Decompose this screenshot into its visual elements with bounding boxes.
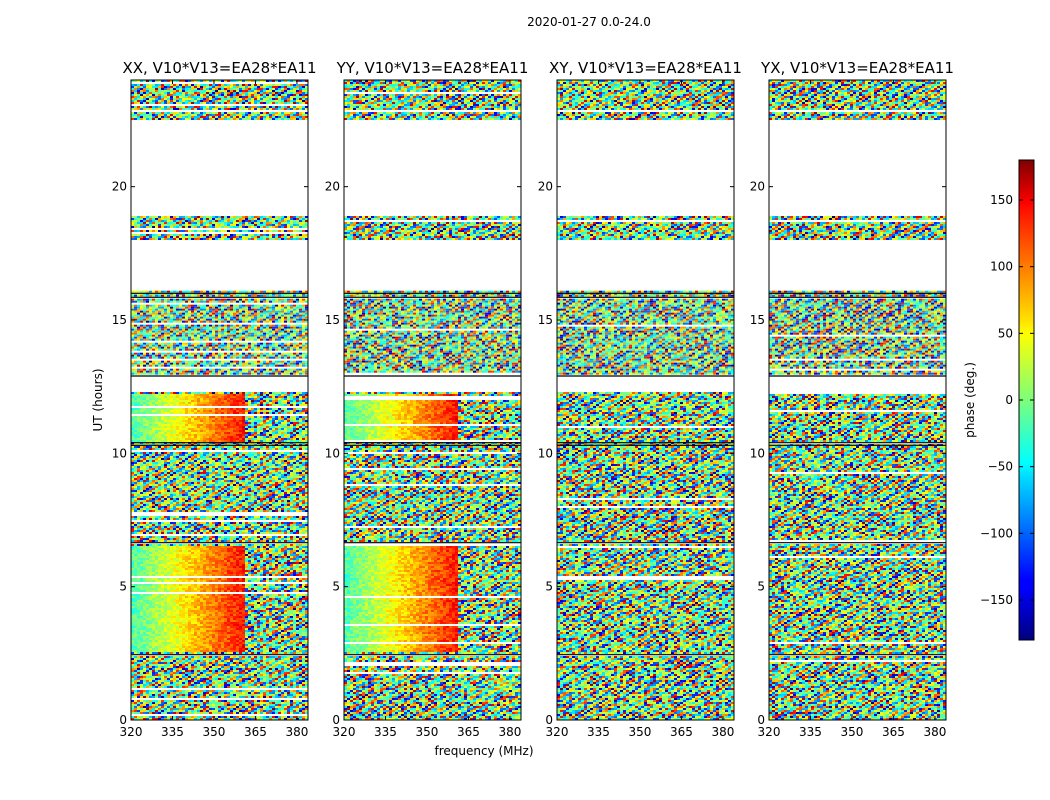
panel-title: YY, V10*V13=EA28*EA11 xyxy=(336,59,529,77)
y-tick-label: 0 xyxy=(545,713,553,727)
y-tick-label: 5 xyxy=(545,580,553,594)
heatmap-cells xyxy=(769,80,946,720)
panel-3: XY, V10*V13=EA28*EA11 320 335 350 365 380 0 5 10… xyxy=(538,59,742,739)
x-tick-label: 320 xyxy=(333,725,356,739)
heatmap-cells xyxy=(131,80,308,720)
heatmap-cells xyxy=(344,80,521,720)
y-tick-label: 5 xyxy=(757,580,765,594)
x-tick-label: 380 xyxy=(498,725,521,739)
x-tick-label: 335 xyxy=(799,725,822,739)
x-tick-label: 365 xyxy=(457,725,480,739)
panel-1: XX, V10*V13=EA28*EA11 320 335 350 365 380 0 5 10… xyxy=(112,59,317,739)
x-tick-label: 350 xyxy=(629,725,652,739)
colorbar-tick-label: 0 xyxy=(1005,393,1013,407)
x-tick-label: 320 xyxy=(758,725,781,739)
x-tick-label: 320 xyxy=(120,725,143,739)
y-tick-label: 15 xyxy=(750,313,765,327)
y-tick-label: 20 xyxy=(538,180,553,194)
y-tick-label: 15 xyxy=(112,313,127,327)
colorbar-tick-label: −100 xyxy=(980,526,1013,540)
y-tick-label: 15 xyxy=(325,313,340,327)
colorbar-tick-label: 150 xyxy=(990,193,1013,207)
panel-2: YY, V10*V13=EA28*EA11 320 335 350 365 380 0 5 10… xyxy=(325,59,529,739)
colorbar-tick-label: 50 xyxy=(998,326,1013,340)
y-tick-label: 20 xyxy=(112,180,127,194)
colorbar-label: phase (deg.) xyxy=(963,362,977,438)
x-tick-label: 350 xyxy=(203,725,226,739)
panel-frame xyxy=(556,79,735,721)
colorbar-tick-label: 100 xyxy=(990,260,1013,274)
x-tick-label: 365 xyxy=(670,725,693,739)
panel-frame xyxy=(343,79,522,721)
y-tick-label: 0 xyxy=(119,713,127,727)
x-tick-label: 365 xyxy=(244,725,267,739)
y-tick-label: 0 xyxy=(757,713,765,727)
colorbar-tick-label: −150 xyxy=(980,593,1013,607)
y-tick-label: 10 xyxy=(750,446,765,460)
panel-4: YX, V10*V13=EA28*EA11 320 335 350 365 380 0 5 10… xyxy=(750,59,954,739)
y-tick-label: 20 xyxy=(325,180,340,194)
y-axis-label: UT (hours) xyxy=(91,368,105,431)
heatmap-cells xyxy=(557,80,734,720)
figure-title: 2020-01-27 0.0-24.0 xyxy=(527,15,651,29)
x-tick-label: 350 xyxy=(841,725,864,739)
panel-title: XX, V10*V13=EA28*EA11 xyxy=(122,59,316,77)
y-tick-label: 5 xyxy=(332,580,340,594)
x-tick-label: 350 xyxy=(416,725,439,739)
x-tick-label: 380 xyxy=(923,725,946,739)
x-tick-label: 335 xyxy=(374,725,397,739)
y-tick-label: 10 xyxy=(325,446,340,460)
y-tick-label: 0 xyxy=(332,713,340,727)
x-tick-label: 365 xyxy=(882,725,905,739)
y-tick-label: 5 xyxy=(119,580,127,594)
y-tick-label: 20 xyxy=(750,180,765,194)
panel-title: XY, V10*V13=EA28*EA11 xyxy=(549,59,742,77)
x-axis-label: frequency (MHz) xyxy=(434,744,533,758)
panel-frame xyxy=(130,79,309,721)
x-tick-label: 335 xyxy=(587,725,610,739)
y-tick-label: 10 xyxy=(538,446,553,460)
x-tick-label: 380 xyxy=(711,725,734,739)
colorbar-tick-label: −50 xyxy=(988,460,1013,474)
y-tick-label: 15 xyxy=(538,313,553,327)
panel-frame xyxy=(768,79,947,721)
colorbar: 150 100 50 0 −50 −100 −150 phase (deg.) xyxy=(963,159,1035,641)
x-tick-label: 335 xyxy=(161,725,184,739)
x-tick-label: 320 xyxy=(546,725,569,739)
panel-title: YX, V10*V13=EA28*EA11 xyxy=(760,59,954,77)
y-tick-label: 10 xyxy=(112,446,127,460)
x-tick-label: 380 xyxy=(285,725,308,739)
